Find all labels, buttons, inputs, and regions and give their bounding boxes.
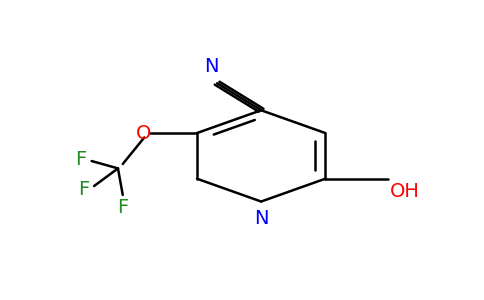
Text: F: F (117, 198, 128, 217)
Text: O: O (136, 124, 151, 142)
Text: OH: OH (390, 182, 420, 201)
Text: F: F (78, 179, 89, 199)
Text: N: N (204, 58, 218, 76)
Text: F: F (76, 150, 87, 169)
Text: N: N (254, 209, 269, 228)
